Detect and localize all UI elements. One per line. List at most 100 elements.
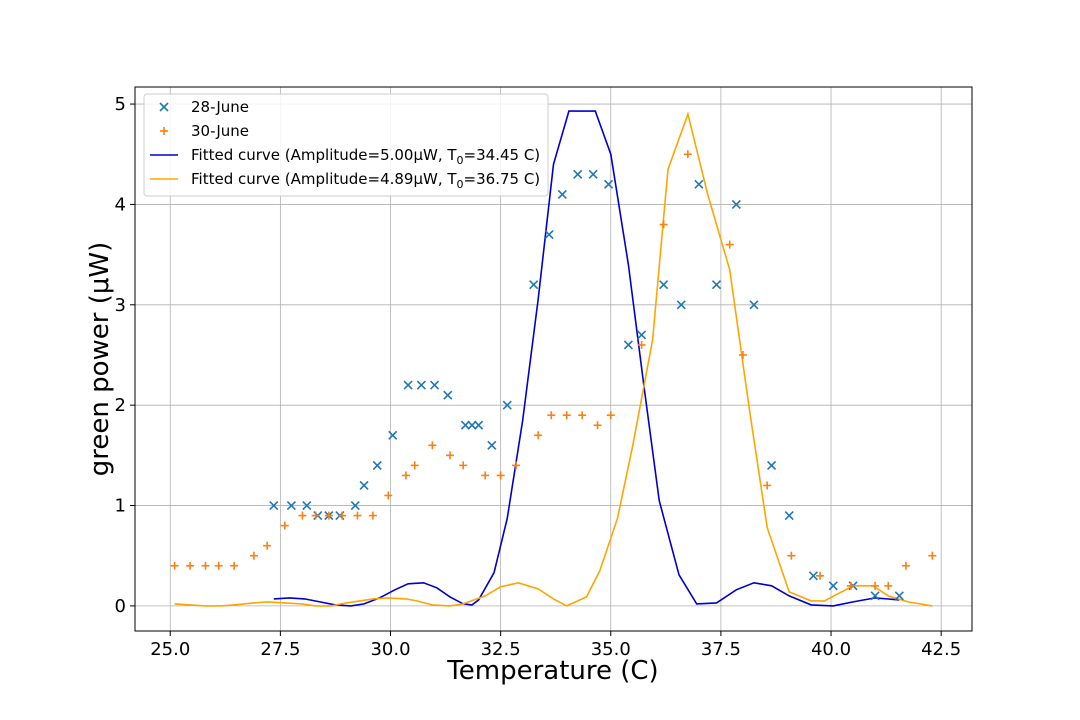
data-point xyxy=(384,491,393,500)
data-point xyxy=(201,561,210,570)
data-point xyxy=(676,300,686,310)
data-point xyxy=(901,561,910,570)
data-point xyxy=(429,380,440,390)
x-tick-label: 37.5 xyxy=(701,639,741,660)
data-point xyxy=(214,561,223,570)
legend-entry: Fitted curve (Amplitude=5.00μW, T0=34.45… xyxy=(191,146,540,167)
data-point xyxy=(474,420,484,430)
data-point xyxy=(557,189,567,199)
data-point xyxy=(637,340,646,349)
data-point xyxy=(186,561,195,570)
data-point xyxy=(401,471,410,480)
data-point xyxy=(372,460,382,470)
data-point xyxy=(578,411,587,420)
data-point xyxy=(884,581,893,590)
legend: 28-June 30-June Fitted curve (Amplitude=5.… xyxy=(143,93,549,197)
data-point xyxy=(637,330,647,340)
data-point xyxy=(410,461,419,470)
x-tick-label: 42.5 xyxy=(921,639,961,660)
data-point xyxy=(286,500,296,511)
data-point xyxy=(298,511,307,520)
data-point xyxy=(269,500,279,511)
x-axis: 25.0 27.5 30.0 32.5 35.0 37.5 40.0 42.5 xyxy=(150,631,961,660)
x-tick-label: 35.0 xyxy=(591,639,631,660)
legend-entry: 30-June xyxy=(191,122,249,140)
data-point xyxy=(808,571,818,581)
x-tick-label: 25.0 xyxy=(150,639,190,660)
data-point xyxy=(606,411,615,420)
data-point xyxy=(846,581,855,590)
data-point xyxy=(481,471,490,480)
data-point xyxy=(428,441,437,450)
data-point xyxy=(562,411,571,420)
data-point xyxy=(459,461,468,470)
data-point xyxy=(230,561,239,570)
data-point xyxy=(460,420,470,430)
grid xyxy=(135,87,972,631)
plot-area xyxy=(170,110,937,607)
data-point xyxy=(388,430,398,440)
data-point xyxy=(263,541,272,550)
data-point xyxy=(731,199,741,209)
data-point xyxy=(350,500,360,511)
y-tick-label: 2 xyxy=(115,395,126,416)
data-point xyxy=(249,551,258,560)
data-point xyxy=(694,179,704,189)
data-point xyxy=(683,150,692,159)
data-point xyxy=(324,511,333,520)
legend-marker xyxy=(160,127,168,135)
data-point xyxy=(496,471,505,480)
data-point xyxy=(749,300,759,310)
data-point xyxy=(467,420,477,430)
data-point xyxy=(302,500,312,511)
y-axis-label: green power (μW) xyxy=(85,242,115,477)
data-point xyxy=(544,229,554,240)
data-point xyxy=(445,451,454,460)
y-tick-label: 0 xyxy=(115,596,126,617)
data-point xyxy=(725,240,734,249)
data-point xyxy=(547,411,556,420)
data-point xyxy=(359,480,369,491)
data-point xyxy=(280,521,289,530)
y-tick-label: 5 xyxy=(115,94,126,115)
data-point xyxy=(487,440,497,450)
data-point xyxy=(403,380,413,390)
data-point xyxy=(502,400,512,410)
data-point xyxy=(338,511,347,520)
data-point xyxy=(816,571,825,580)
data-point xyxy=(170,561,179,570)
y-axis: 0 1 2 3 4 5 xyxy=(115,94,135,617)
x-tick-label: 30.0 xyxy=(370,639,410,660)
scatter-series-2 xyxy=(170,150,937,590)
data-point xyxy=(311,511,320,520)
y-tick-label: 4 xyxy=(115,194,126,215)
scatter-series-1 xyxy=(269,169,904,601)
data-point xyxy=(766,460,777,470)
data-point xyxy=(928,551,937,560)
data-point xyxy=(659,280,669,290)
data-point xyxy=(353,511,362,520)
fitted-curve-line-2 xyxy=(174,111,933,607)
x-axis-label: Temperature (C) xyxy=(446,656,658,686)
data-point xyxy=(604,179,614,189)
data-point xyxy=(763,481,772,490)
y-tick-label: 1 xyxy=(115,496,126,517)
x-tick-label: 32.5 xyxy=(481,639,521,660)
data-point xyxy=(623,340,633,350)
data-point xyxy=(787,551,796,560)
data-point xyxy=(828,581,838,591)
legend-box xyxy=(143,93,549,197)
data-point xyxy=(871,581,880,590)
data-point xyxy=(512,461,521,470)
data-point xyxy=(416,380,426,390)
data-point xyxy=(368,511,377,520)
data-point xyxy=(573,169,583,179)
data-point xyxy=(738,350,747,359)
x-tick-label: 40.0 xyxy=(811,639,851,660)
legend-entry: Fitted curve (Amplitude=4.89μW, T0=36.75… xyxy=(191,170,540,191)
plot-frame xyxy=(134,86,973,632)
data-point xyxy=(534,431,543,440)
data-point xyxy=(870,591,880,601)
data-point xyxy=(443,390,453,400)
